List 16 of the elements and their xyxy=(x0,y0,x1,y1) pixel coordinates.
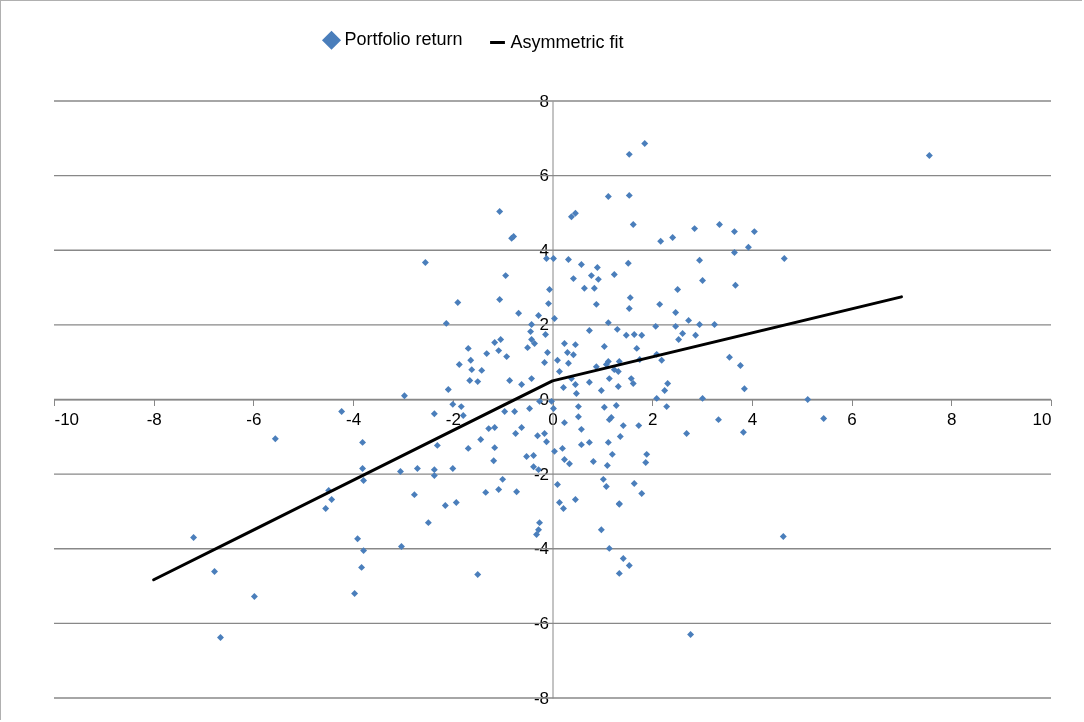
y-tick-label: 2 xyxy=(539,315,549,335)
legend-label: Asymmetric fit xyxy=(510,31,624,52)
x-tick-label: 6 xyxy=(847,410,857,429)
x-tick-label: 4 xyxy=(747,410,758,429)
y-tick-label: -2 xyxy=(533,464,549,484)
y-tick-label: 8 xyxy=(539,91,549,111)
x-tick-label: 8 xyxy=(947,410,957,429)
y-tick-label: -8 xyxy=(533,688,549,708)
x-tick-label: 10 xyxy=(1032,410,1052,429)
x-tick-label: -6 xyxy=(246,410,262,429)
x-tick-label: -8 xyxy=(146,410,162,429)
x-tick-label: -4 xyxy=(346,410,362,429)
x-tick-label: -10 xyxy=(54,410,80,429)
x-tick-label: -2 xyxy=(445,410,461,429)
legend-label: Portfolio return xyxy=(344,29,463,50)
x-tick-label: 2 xyxy=(647,410,658,429)
